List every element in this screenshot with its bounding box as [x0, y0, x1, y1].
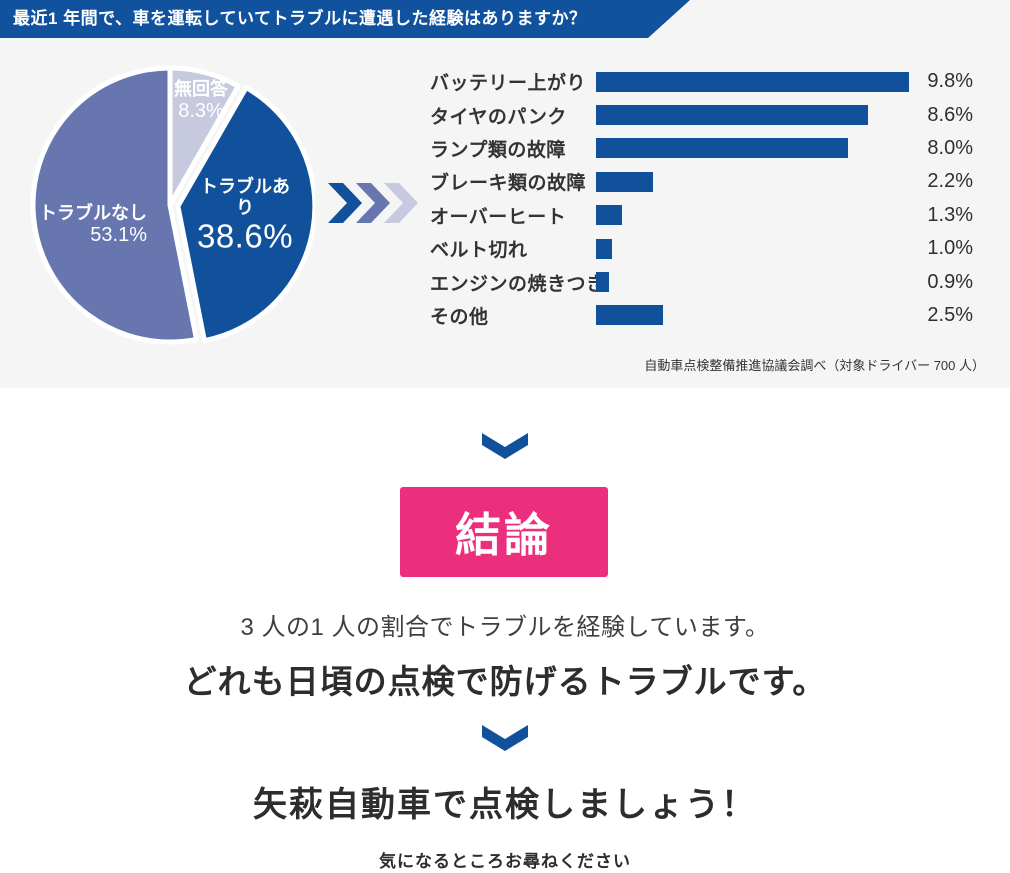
- bar-category-label: ブレーキ類の故障: [430, 173, 587, 195]
- bar-row: バッテリー上がり 9.8%: [430, 65, 973, 98]
- chevron-down-icon: [482, 725, 528, 751]
- bar-category-label: ベルト切れ: [430, 240, 528, 262]
- question-header: 最近1 年間で、車を運転していてトラブルに遭遇した経験はありますか？: [0, 0, 690, 38]
- bar: [596, 238, 613, 259]
- bar: [596, 205, 623, 226]
- bar: [596, 305, 663, 326]
- pie-slice-1: [175, 85, 315, 344]
- cta-heading: 矢萩自動車で点検しましょう！: [253, 786, 757, 824]
- cta-note: 気になるところお尋ねください: [379, 852, 631, 871]
- pie-chart-svg: [30, 65, 315, 345]
- conclusion-badge: 結論: [400, 487, 608, 577]
- bar-row: タイヤのパンク 8.6%: [430, 98, 973, 131]
- survey-section: 最近1 年間で、車を運転していてトラブルに遭遇した経験はありますか？ 無回答 8…: [0, 0, 1010, 388]
- bar: [596, 71, 909, 92]
- bar-row: ランプ類の故障 8.0%: [430, 132, 973, 165]
- bar-value-label: 9.8%: [927, 70, 973, 93]
- bar-category-label: タイヤのパンク: [430, 106, 567, 128]
- pie-chart: 無回答 8.3% トラブルあり 38.6% トラブルなし 53.1%: [25, 60, 315, 350]
- chevron-right-1-icon: [328, 183, 362, 223]
- bar-value-label: 1.0%: [927, 237, 973, 260]
- chevron-right-2-icon: [356, 183, 390, 223]
- bar-row: エンジンの焼きつき 0.9%: [430, 265, 973, 298]
- chevron-down-shape: [482, 725, 528, 751]
- chevron-right-arrows-icon: [328, 183, 418, 223]
- chevron-down-icon: [482, 433, 528, 459]
- bar-value-label: 2.2%: [927, 170, 973, 193]
- bar-value-label: 1.3%: [927, 203, 973, 226]
- bar-category-label: ランプ類の故障: [430, 139, 566, 161]
- question-title: 最近1 年間で、車を運転していてトラブルに遭遇した経験はありますか？: [13, 9, 587, 28]
- bar-category-label: オーバーヒート: [430, 206, 567, 228]
- bar-row: ブレーキ類の故障 2.2%: [430, 165, 973, 198]
- source-note: 自動車点検整備推進協議会調べ（対象ドライバー 700 人）: [644, 358, 985, 373]
- bar-row: オーバーヒート 1.3%: [430, 199, 973, 232]
- pie-slice-2: [30, 65, 200, 345]
- bar-row: ベルト切れ 1.0%: [430, 232, 973, 265]
- conclusion-badge-label: 結論: [455, 509, 553, 561]
- bar-chart: バッテリー上がり 9.8% タイヤのパンク 8.6% ランプ類の故障 8.0% ブレーキ類の…: [430, 65, 973, 332]
- chevron-right-3-icon: [384, 183, 418, 223]
- bar-row: その他 2.5%: [430, 299, 973, 332]
- bar: [596, 105, 869, 126]
- bar-category-label: エンジンの焼きつき: [430, 273, 606, 295]
- bar-category-label: バッテリー上がり: [430, 73, 587, 95]
- bar: [596, 138, 848, 159]
- bar-value-label: 2.5%: [927, 303, 973, 326]
- bar-value-label: 8.6%: [927, 103, 973, 126]
- conclusion-line1: 3 人の1 人の割合でトラブルを経験しています。: [240, 614, 770, 641]
- bar-value-label: 0.9%: [927, 270, 973, 293]
- bar: [596, 171, 653, 192]
- chevron-down-shape: [482, 433, 528, 459]
- bar-value-label: 8.0%: [927, 136, 973, 159]
- bar: [596, 272, 609, 293]
- bar-category-label: その他: [430, 306, 489, 328]
- conclusion-line2: どれも日頃の点検で防げるトラブルです。: [183, 663, 827, 700]
